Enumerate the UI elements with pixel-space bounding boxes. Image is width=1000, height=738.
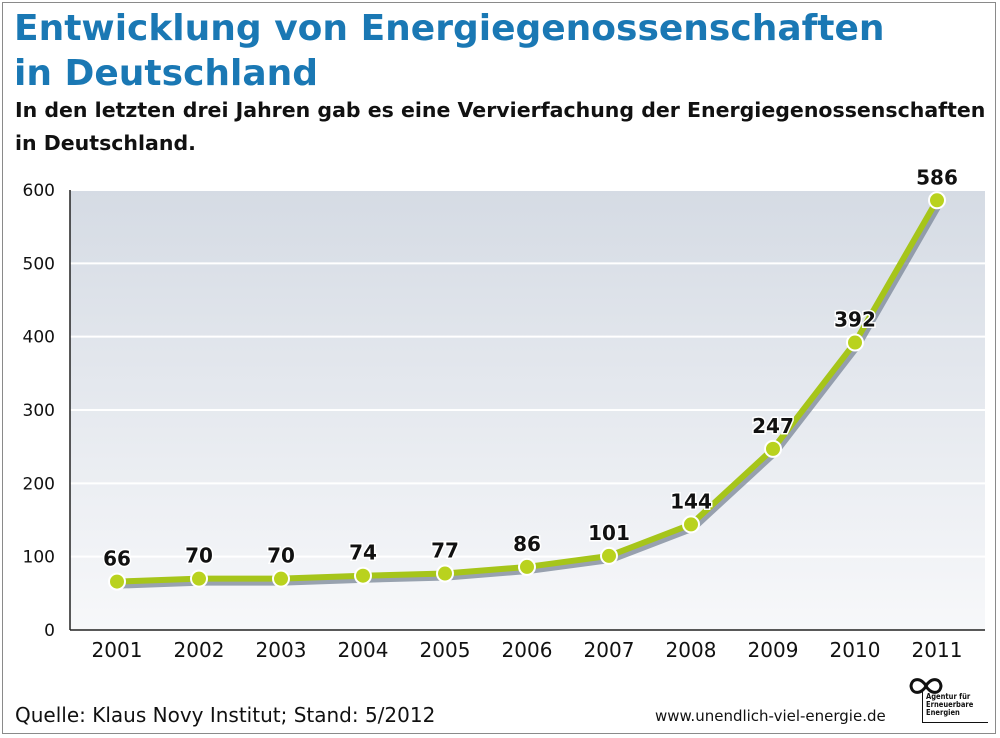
x-tick-label: 2003 [256,638,307,662]
y-tick-label: 0 [44,621,55,641]
x-tick-label: 2006 [502,638,553,662]
data-label: 70 [267,544,295,568]
infinity-icon [909,678,943,694]
x-tick-label: 2002 [174,638,225,662]
y-tick-label: 400 [23,328,55,348]
data-point [928,191,946,210]
data-point [436,564,454,583]
data-point [764,439,782,458]
x-tick-label: 2009 [748,638,799,662]
chart-title: Entwicklung von Energiegenossenschaften … [14,8,885,94]
logo-text-line-3: Energien [926,708,960,717]
x-tick-label: 2001 [92,638,143,662]
data-label: 392 [834,308,876,332]
y-tick-label: 300 [23,401,55,421]
website-link[interactable]: www.unendlich-viel-energie.de [655,707,886,725]
data-point [108,572,126,591]
x-tick-label: 2010 [830,638,881,662]
x-tick-label: 2004 [338,638,389,662]
data-label: 101 [588,521,630,545]
data-point [354,566,372,585]
x-tick-label: 2005 [420,638,471,662]
data-point [518,557,536,576]
logo-frame [922,691,988,723]
data-point [846,333,864,352]
chart-subtitle: In den letzten drei Jahren gab es eine V… [15,98,986,155]
agency-logo: Agentur für Erneuerbare Energien [904,674,994,726]
x-tick-label: 2007 [584,638,635,662]
y-tick-label: 500 [23,254,55,274]
data-point [272,569,290,588]
source-note: Quelle: Klaus Novy Institut; Stand: 5/20… [15,703,436,727]
logo-text-line-1: Agentur für [926,692,971,701]
y-tick-label: 100 [23,548,55,568]
x-tick-label: 2011 [912,638,963,662]
data-label: 66 [103,547,131,571]
data-label: 144 [670,489,712,513]
data-point [682,515,700,534]
data-label: 247 [752,414,794,438]
y-tick-label: 200 [23,474,55,494]
data-point [190,569,208,588]
data-label: 86 [513,532,541,556]
data-point [600,546,618,565]
x-tick-label: 2008 [666,638,717,662]
data-label: 74 [349,541,377,565]
logo-text-line-2: Erneuerbare [926,700,974,709]
data-label: 70 [185,544,213,568]
data-label: 586 [916,165,958,189]
y-tick-label: 600 [23,181,55,201]
data-label: 77 [431,539,459,563]
